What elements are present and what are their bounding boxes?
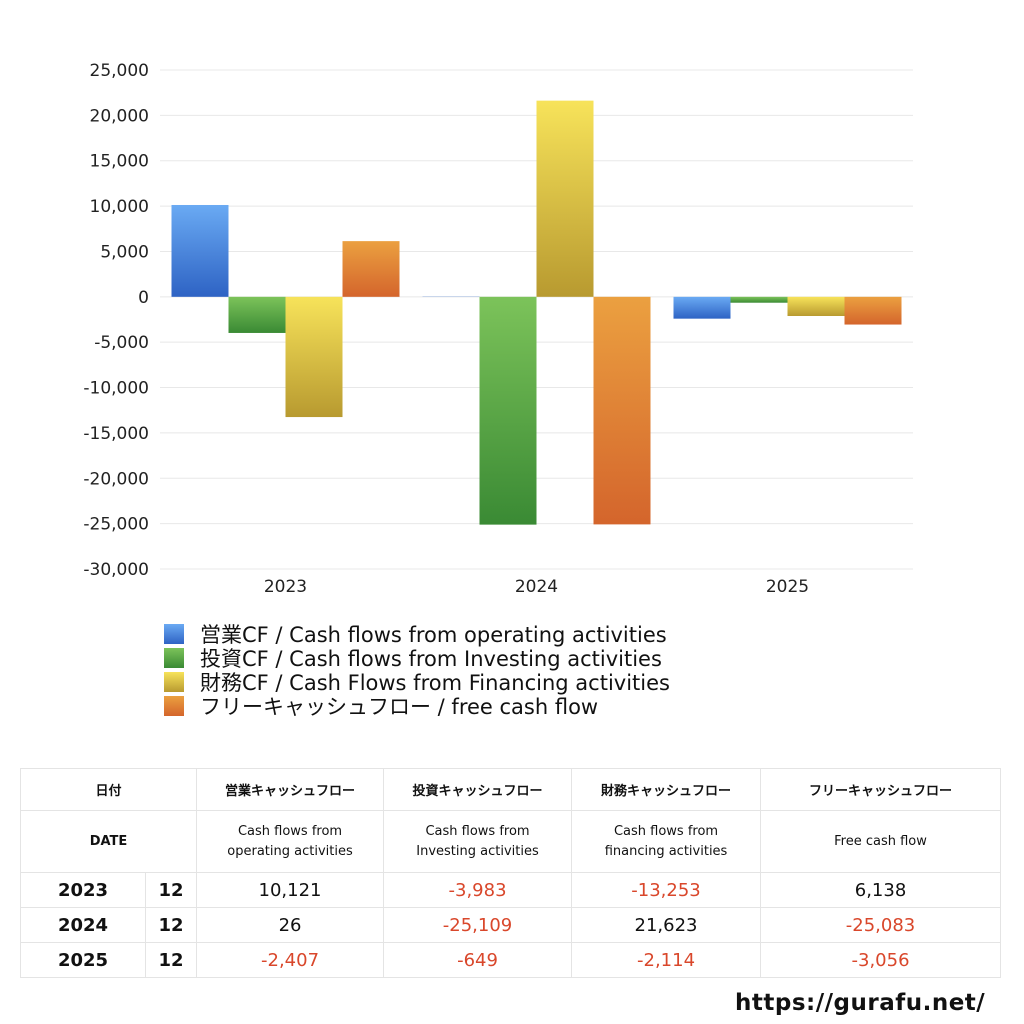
y-tick-label: -20,000 bbox=[83, 469, 149, 489]
legend-swatch-operating bbox=[164, 624, 184, 644]
legend-label-investing: 投資CF / Cash flows from Investing activit… bbox=[200, 647, 662, 671]
cell-financing: -2,114 bbox=[571, 942, 762, 978]
legend-item-free: フリーキャッシュフロー / free cash flow bbox=[164, 694, 670, 719]
header-investing-en: Cash flows from Investing activities bbox=[383, 810, 573, 873]
x-tick-label: 2023 bbox=[264, 577, 307, 597]
cash-flow-chart: 25,000 20,000 15,000 10,000 5,000 0 -5,000 -10,… bbox=[83, 61, 913, 597]
table-row: 2023 12 10,121 -3,983 -13,253 6,138 bbox=[20, 872, 1002, 908]
cash-flow-table: 日付 営業キャッシュフロー 投資キャッシュフロー 財務キャッシュフロー フリーキ… bbox=[19, 768, 1002, 978]
header-investing-jp: 投資キャッシュフロー bbox=[383, 768, 573, 811]
y-tick-label: -10,000 bbox=[83, 379, 149, 399]
bar bbox=[844, 296, 902, 325]
cell-operating: 26 bbox=[196, 907, 385, 943]
legend-swatch-free bbox=[164, 696, 184, 716]
y-tick-label: -15,000 bbox=[83, 424, 149, 444]
header-operating-en-line2: operating activities bbox=[227, 843, 353, 859]
row-month: 12 bbox=[144, 942, 198, 978]
header-investing-en-line2: Investing activities bbox=[416, 843, 539, 859]
header-operating-en: Cash flows from operating activities bbox=[196, 810, 385, 873]
header-investing-en-line1: Cash flows from bbox=[425, 823, 530, 839]
cell-operating: 10,121 bbox=[196, 872, 385, 908]
header-date-jp: 日付 bbox=[19, 768, 198, 811]
bar bbox=[228, 296, 286, 333]
bar bbox=[342, 241, 400, 297]
row-year: 2025 bbox=[20, 942, 146, 978]
cell-investing: -25,109 bbox=[383, 907, 573, 943]
chart-legend: 営業CF / Cash flows from operating activit… bbox=[164, 622, 670, 719]
bar bbox=[673, 296, 731, 319]
legend-item-operating: 営業CF / Cash flows from operating activit… bbox=[164, 622, 670, 647]
legend-item-investing: 投資CF / Cash flows from Investing activit… bbox=[164, 646, 670, 671]
bar bbox=[787, 296, 845, 316]
header-operating-en-line1: Cash flows from bbox=[237, 823, 343, 839]
cell-investing: -3,983 bbox=[383, 872, 573, 908]
legend-swatch-investing bbox=[164, 648, 184, 668]
bar bbox=[593, 296, 651, 525]
header-free-en: Free cash flow bbox=[760, 810, 1002, 873]
y-tick-label: 5,000 bbox=[100, 242, 149, 262]
header-financing-en: Cash flows from financing activities bbox=[571, 810, 762, 873]
bar bbox=[730, 296, 788, 303]
legend-label-operating: 営業CF / Cash flows from operating activit… bbox=[200, 623, 667, 647]
header-financing-en-line1: Cash flows from bbox=[613, 823, 719, 839]
x-tick-label: 2024 bbox=[515, 577, 558, 597]
table-row: 2025 12 -2,407 -649 -2,114 -3,056 bbox=[20, 942, 1002, 978]
cell-financing: -13,253 bbox=[571, 872, 762, 908]
y-tick-label: -25,000 bbox=[83, 515, 149, 535]
y-tick-label: -5,000 bbox=[94, 333, 149, 353]
header-date-en: DATE bbox=[19, 810, 198, 873]
bar bbox=[536, 100, 594, 297]
bar bbox=[285, 296, 343, 418]
cell-financing: 21,623 bbox=[571, 907, 762, 943]
header-financing-jp: 財務キャッシュフロー bbox=[571, 768, 762, 811]
row-month: 12 bbox=[144, 872, 198, 908]
bar bbox=[479, 296, 537, 525]
site-url[interactable]: https://gurafu.net/ bbox=[735, 990, 986, 1016]
y-tick-label: 10,000 bbox=[90, 197, 149, 217]
header-free-jp: フリーキャッシュフロー bbox=[760, 768, 1002, 811]
row-year: 2023 bbox=[20, 872, 146, 908]
row-year: 2024 bbox=[20, 907, 146, 943]
y-tick-label: 20,000 bbox=[90, 106, 149, 126]
bar bbox=[171, 204, 229, 297]
cell-free: -25,083 bbox=[760, 907, 1002, 943]
header-financing-en-line2: financing activities bbox=[604, 843, 728, 859]
table-header-en: DATE Cash flows from operating activities… bbox=[19, 810, 1002, 873]
y-tick-label: 15,000 bbox=[90, 152, 149, 172]
cell-free: 6,138 bbox=[760, 872, 1002, 908]
cell-operating: -2,407 bbox=[196, 942, 385, 978]
legend-label-financing: 財務CF / Cash Flows from Financing activit… bbox=[200, 671, 670, 695]
y-tick-label: -30,000 bbox=[83, 560, 149, 580]
table-row: 2024 12 26 -25,109 21,623 -25,083 bbox=[20, 907, 1002, 943]
cell-investing: -649 bbox=[383, 942, 573, 978]
y-tick-label: 0 bbox=[138, 288, 149, 308]
legend-swatch-financing bbox=[164, 672, 184, 692]
legend-label-free: フリーキャッシュフロー / free cash flow bbox=[200, 695, 599, 719]
header-operating-jp: 営業キャッシュフロー bbox=[196, 768, 385, 811]
row-month: 12 bbox=[144, 907, 198, 943]
x-tick-label: 2025 bbox=[766, 577, 809, 597]
table-header-jp: 日付 営業キャッシュフロー 投資キャッシュフロー 財務キャッシュフロー フリーキ… bbox=[19, 768, 1002, 811]
cell-free: -3,056 bbox=[760, 942, 1002, 978]
y-tick-label: 25,000 bbox=[90, 61, 149, 81]
legend-item-financing: 財務CF / Cash Flows from Financing activit… bbox=[164, 670, 670, 695]
